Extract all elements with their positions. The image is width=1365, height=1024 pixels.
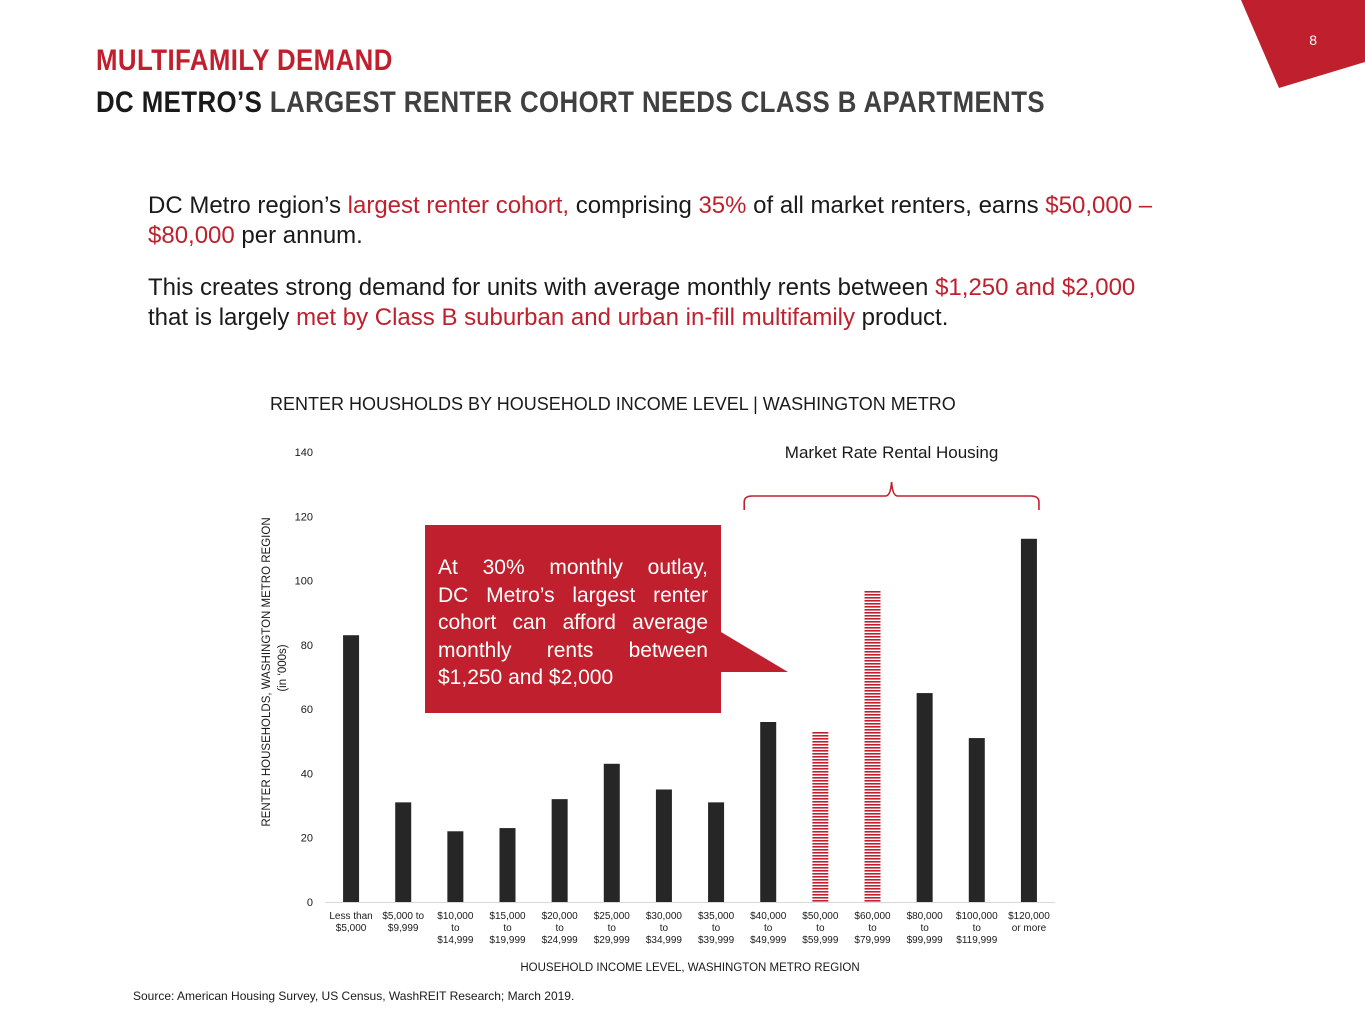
x-tick-label: $50,000 (802, 911, 839, 922)
x-tick-label: to (608, 923, 617, 934)
callout-text: At 30% monthly outlay, DC Metro’s larges… (438, 554, 708, 692)
x-tick-label: $9,999 (388, 923, 419, 934)
bar (916, 693, 933, 902)
callout-line-1: At 30% monthly outlay, (438, 556, 708, 579)
y-tick-label: 120 (295, 511, 313, 523)
x-tick-label: $99,999 (907, 935, 944, 946)
x-tick-label: $100,000 (956, 911, 998, 922)
y-tick-label: 60 (301, 704, 313, 716)
x-tick-label: $40,000 (750, 911, 787, 922)
x-tick-label: to (816, 923, 825, 934)
x-tick-label: $30,000 (646, 911, 683, 922)
p1-text-4: per annum. (234, 222, 363, 249)
p1-text-3: of all market renters, earns (746, 192, 1046, 219)
x-tick-label: $29,999 (594, 935, 631, 946)
x-tick-label: $34,999 (646, 935, 683, 946)
subtitle-strong: DC METRO’S (96, 86, 263, 119)
p2-highlight-rents: $1,250 and $2,000 (935, 274, 1136, 301)
x-tick-label: to (503, 923, 512, 934)
callout-line-3: cohort can afford average (438, 611, 708, 634)
y-axis-title: RENTER HOUSEHOLDS, WASHINGTON METRO REGI… (261, 517, 273, 826)
x-tick-label: or more (1012, 923, 1047, 934)
x-tick-label: $60,000 (854, 911, 891, 922)
x-tick-label: $49,999 (750, 935, 787, 946)
bar (395, 802, 412, 902)
x-tick-label: $24,999 (542, 935, 579, 946)
bar (708, 802, 725, 902)
bar (655, 789, 672, 902)
y-tick-label: 140 (295, 447, 313, 459)
subtitle-rest: LARGEST RENTER COHORT NEEDS CLASS B APAR… (262, 86, 1046, 119)
p2-text-2: that is largely (148, 304, 297, 331)
y-tick-label: 100 (295, 576, 313, 588)
chart-title: RENTER HOUSHOLDS BY HOUSEHOLD INCOME LEV… (270, 394, 956, 414)
callout-box (425, 525, 788, 713)
bracket-label: Market Rate Rental Housing (785, 443, 999, 462)
x-tick-label: to (920, 923, 929, 934)
callout-line-4: monthly rents between (438, 638, 708, 662)
bar (603, 763, 620, 902)
callout-line-2: DC Metro’s largest renter (438, 583, 708, 607)
p1-highlight-cohort: largest renter cohort, (347, 192, 570, 219)
p2-highlight-class-b: met by Class B suburban and urban in-fil… (296, 304, 855, 331)
bar (1020, 538, 1037, 902)
x-tick-label: $5,000 (336, 923, 367, 934)
x-tick-label: $79,999 (854, 935, 891, 946)
x-tick-label: $35,000 (698, 911, 735, 922)
p1-highlight-percent: 35% (698, 192, 747, 219)
x-tick-label: $20,000 (542, 911, 579, 922)
x-tick-label: $19,999 (489, 935, 526, 946)
y-tick-label: 0 (307, 897, 313, 909)
p1-text-1: DC Metro region’s (148, 192, 348, 219)
y-tick-label: 40 (301, 768, 313, 780)
y-tick-label: 20 (301, 833, 313, 845)
source-note: Source: American Housing Survey, US Cens… (133, 989, 575, 1003)
bar (968, 738, 985, 902)
x-tick-label: $80,000 (907, 911, 944, 922)
x-tick-label: Less than (329, 911, 372, 922)
demand-paragraph: This creates strong demand for units wit… (148, 273, 1178, 333)
x-tick-label: to (555, 923, 564, 934)
bar (760, 722, 777, 902)
x-tick-label: to (764, 923, 773, 934)
p1-text-2: comprising (569, 192, 699, 219)
bar (499, 828, 516, 902)
callout-line-5: $1,250 and $2,000 (438, 666, 614, 689)
market-rate-bracket (743, 481, 1040, 510)
bar-highlighted (864, 590, 881, 902)
intro-paragraph: DC Metro region’s largest renter cohort,… (148, 191, 1178, 251)
bar (551, 799, 568, 902)
y-axis-unit: (in ‘000s) (277, 644, 289, 691)
bar (343, 635, 360, 902)
corner-accent-triangle (1241, 0, 1365, 88)
x-tick-label: $59,999 (802, 935, 839, 946)
x-tick-label: $120,000 (1008, 911, 1050, 922)
p2-text-3: product. (854, 304, 949, 331)
page-number: 8 (1309, 32, 1317, 48)
x-tick-label: to (660, 923, 669, 934)
bar (447, 831, 464, 902)
x-tick-label: $25,000 (594, 911, 631, 922)
slide-subtitle: DC METRO’S LARGEST RENTER COHORT NEEDS C… (96, 86, 1045, 120)
slide-title: MULTIFAMILY DEMAND (96, 44, 393, 77)
x-tick-label: $39,999 (698, 935, 735, 946)
x-tick-label: $15,000 (489, 911, 526, 922)
x-tick-label: $14,999 (437, 935, 474, 946)
x-axis-title: HOUSEHOLD INCOME LEVEL, WASHINGTON METRO… (520, 962, 859, 974)
x-tick-label: to (868, 923, 877, 934)
bar-highlighted (812, 731, 829, 902)
x-tick-label: to (712, 923, 721, 934)
p1-highlight-income: $50,000 – $80,000 (148, 192, 1153, 249)
x-tick-label: $5,000 to (382, 911, 424, 922)
y-tick-label: 80 (301, 640, 313, 652)
p2-text-1: This creates strong demand for units wit… (148, 274, 936, 301)
x-tick-label: to (973, 923, 982, 934)
x-tick-label: to (451, 923, 460, 934)
x-tick-label: $119,999 (956, 935, 997, 946)
x-tick-label: $10,000 (437, 911, 474, 922)
